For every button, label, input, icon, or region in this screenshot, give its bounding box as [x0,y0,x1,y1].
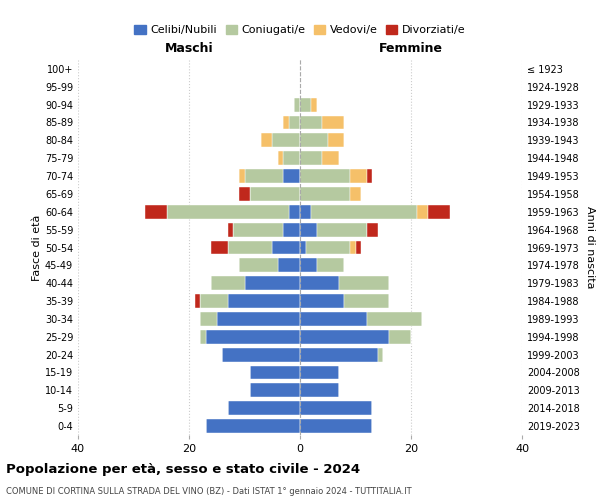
Bar [228,294,300,308]
Bar [200,312,217,326]
Bar [322,151,339,165]
Bar [328,134,344,147]
Bar [250,187,300,201]
Bar [300,276,339,290]
Y-axis label: Fasce di età: Fasce di età [32,214,42,280]
Text: Femmine: Femmine [379,42,443,54]
Bar [222,348,300,362]
Bar [355,240,361,254]
Text: COMUNE DI CORTINA SULLA STRADA DEL VINO (BZ) - Dati ISTAT 1° gennaio 2024 - TUTT: COMUNE DI CORTINA SULLA STRADA DEL VINO … [6,488,412,496]
Bar [289,205,300,219]
Y-axis label: Anni di nascita: Anni di nascita [585,206,595,289]
Bar [350,187,361,201]
Bar [300,258,317,272]
Bar [300,98,311,112]
Bar [300,151,322,165]
Bar [272,240,300,254]
Bar [239,169,245,183]
Bar [300,169,350,183]
Bar [300,222,317,236]
Bar [239,187,250,201]
Bar [367,169,372,183]
Bar [300,205,311,219]
Bar [283,151,300,165]
Bar [228,240,272,254]
Text: Popolazione per età, sesso e stato civile - 2024: Popolazione per età, sesso e stato civil… [6,462,360,475]
Bar [278,151,283,165]
Bar [233,222,283,236]
Bar [228,222,233,236]
Bar [194,294,200,308]
Bar [428,205,450,219]
Bar [278,258,300,272]
Bar [367,312,422,326]
Bar [350,240,355,254]
Bar [367,222,378,236]
Bar [211,276,245,290]
Bar [283,169,300,183]
Bar [300,187,350,201]
Bar [300,419,372,433]
Bar [283,222,300,236]
Bar [200,294,228,308]
Bar [317,222,367,236]
Bar [245,276,300,290]
Bar [389,330,411,344]
Bar [200,330,206,344]
Bar [300,240,305,254]
Bar [289,116,300,130]
Bar [228,401,300,415]
Bar [167,205,289,219]
Bar [272,134,300,147]
Bar [295,98,300,112]
Bar [250,384,300,398]
Bar [300,294,344,308]
Bar [206,330,300,344]
Bar [145,205,167,219]
Bar [344,294,389,308]
Bar [261,134,272,147]
Bar [300,134,328,147]
Bar [416,205,428,219]
Bar [305,240,350,254]
Bar [350,169,367,183]
Legend: Celibi/Nubili, Coniugati/e, Vedovi/e, Divorziati/e: Celibi/Nubili, Coniugati/e, Vedovi/e, Di… [130,20,470,40]
Bar [311,205,416,219]
Bar [300,366,339,380]
Bar [300,384,339,398]
Bar [211,240,228,254]
Bar [300,348,378,362]
Text: Maschi: Maschi [164,42,214,54]
Bar [300,312,367,326]
Bar [311,98,317,112]
Bar [322,116,344,130]
Bar [300,401,372,415]
Bar [250,366,300,380]
Bar [245,169,283,183]
Bar [283,116,289,130]
Bar [206,419,300,433]
Bar [317,258,344,272]
Bar [300,330,389,344]
Bar [300,116,322,130]
Bar [239,258,278,272]
Bar [339,276,389,290]
Bar [378,348,383,362]
Bar [217,312,300,326]
